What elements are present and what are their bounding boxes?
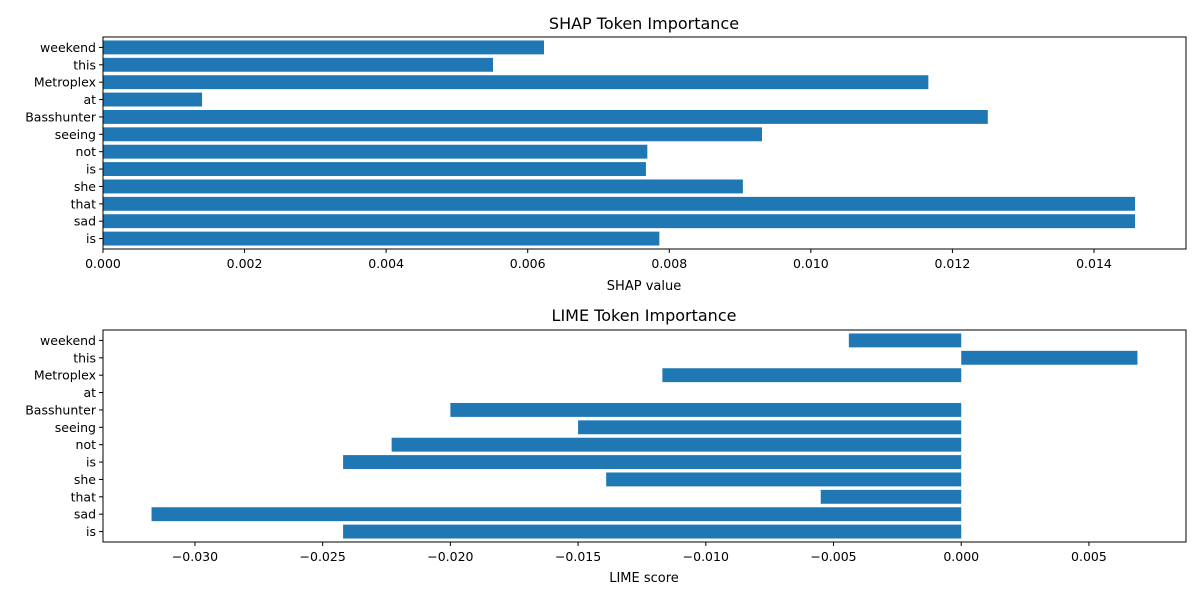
lime-axes-frame — [102, 329, 1187, 543]
shap-bar — [103, 196, 1136, 211]
shap-bar — [103, 231, 660, 246]
lime-y-tick-label: at — [83, 385, 96, 400]
lime-y-tick-label: weekend — [40, 333, 96, 348]
lime-x-tick-label: −0.025 — [300, 549, 346, 564]
lime-bar — [450, 402, 962, 417]
lime-bar — [391, 437, 962, 452]
lime-chart: LIME Token Importance LIME score is sad th… — [25, 306, 1187, 586]
shap-bar — [103, 162, 646, 177]
shap-y-tick-label: she — [74, 179, 96, 194]
lime-y-tick-label: is — [86, 455, 96, 470]
lime-y-tick-label: Metroplex — [34, 368, 96, 383]
lime-x-tick-label: −0.005 — [810, 549, 856, 564]
lime-x-tick-label: −0.015 — [555, 549, 601, 564]
lime-y-tick-label: is — [86, 524, 96, 539]
shap-axes-frame — [102, 36, 1187, 250]
shap-bar — [103, 75, 929, 90]
shap-x-tick-label: 0.000 — [85, 256, 121, 271]
shap-chart: SHAP Token Importance SHAP value is sad th… — [25, 14, 1187, 294]
lime-y-tick-label: that — [71, 489, 96, 504]
lime-y-tick-label: she — [74, 472, 96, 487]
shap-y-tick-label: that — [71, 196, 96, 211]
shap-x-axis-label: SHAP value — [607, 279, 681, 294]
shap-x-tick-label: 0.012 — [935, 256, 971, 271]
lime-bar — [151, 507, 962, 522]
shap-bar — [103, 109, 988, 124]
shap-y-tick-label: not — [76, 144, 97, 159]
lime-bar — [820, 489, 962, 504]
shap-x-tick-label: 0.010 — [793, 256, 829, 271]
lime-bar — [343, 524, 962, 539]
lime-x-tick-label: −0.030 — [172, 549, 218, 564]
lime-y-tick-label: not — [76, 437, 97, 452]
lime-bar — [606, 472, 962, 487]
shap-x-tick-label: 0.014 — [1076, 256, 1112, 271]
lime-x-tick-label: 0.005 — [1071, 549, 1107, 564]
shap-bar — [103, 179, 743, 194]
lime-bar — [578, 420, 962, 435]
lime-y-tick-label: seeing — [55, 420, 96, 435]
lime-y-tick-label: sad — [74, 507, 96, 522]
shap-bar — [103, 57, 494, 72]
lime-bar — [961, 350, 1138, 365]
shap-x-tick-label: 0.002 — [227, 256, 263, 271]
shap-bar — [103, 40, 544, 55]
lime-x-axis-label: LIME score — [609, 571, 679, 586]
shap-y-tick-label: is — [86, 231, 96, 246]
lime-bar — [848, 333, 962, 348]
shap-bar — [103, 214, 1136, 229]
shap-chart-title: SHAP Token Importance — [549, 14, 739, 33]
shap-y-tick-label: sad — [74, 214, 96, 229]
lime-chart-title: LIME Token Importance — [552, 306, 737, 325]
shap-y-tick-label: Basshunter — [25, 109, 97, 124]
shap-y-tick-label: Metroplex — [34, 75, 96, 90]
lime-x-tick-label: 0.000 — [943, 549, 979, 564]
shap-bar — [103, 144, 648, 159]
shap-y-tick-label: is — [86, 162, 96, 177]
lime-y-tick-label: this — [73, 350, 96, 365]
shap-y-tick-label: seeing — [55, 127, 96, 142]
shap-y-tick-label: at — [83, 92, 96, 107]
shap-x-tick-label: 0.008 — [651, 256, 687, 271]
shap-y-tick-label: weekend — [40, 40, 96, 55]
shap-y-tick-label: this — [73, 57, 96, 72]
lime-y-tick-label: Basshunter — [25, 402, 97, 417]
shap-x-tick-label: 0.006 — [510, 256, 546, 271]
shap-bar — [103, 92, 203, 107]
shap-bar — [103, 127, 763, 142]
lime-bar — [343, 455, 962, 470]
shap-x-tick-label: 0.004 — [368, 256, 404, 271]
lime-x-tick-label: −0.010 — [683, 549, 729, 564]
lime-bar — [662, 368, 962, 383]
lime-x-tick-label: −0.020 — [427, 549, 473, 564]
